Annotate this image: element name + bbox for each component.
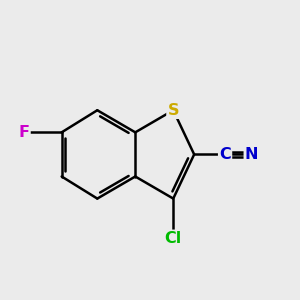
Text: F: F: [19, 125, 29, 140]
Text: Cl: Cl: [165, 231, 182, 246]
Text: C: C: [219, 147, 231, 162]
Text: S: S: [167, 103, 179, 118]
Text: N: N: [245, 147, 258, 162]
